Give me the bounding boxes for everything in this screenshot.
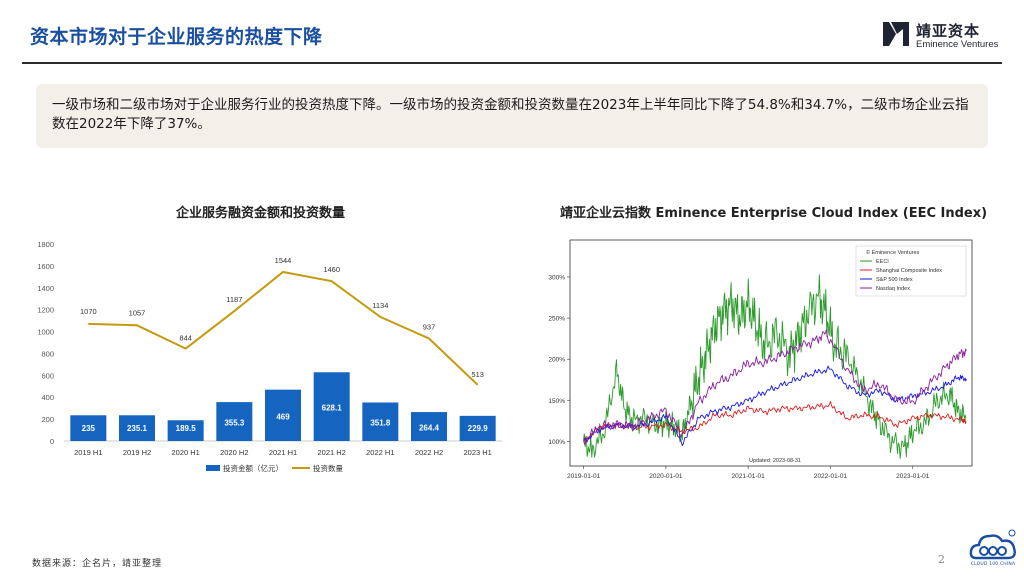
data-source-note: 数据来源：企名片，靖亚整理 [32, 559, 163, 569]
funding-bar-line-chart: 0 200 400 600 800 1000 1200 1400 1600 1800 235 2019… [37, 240, 502, 473]
line-value-label: 844 [179, 334, 192, 343]
bar [410, 412, 448, 441]
bar [216, 402, 253, 441]
bar-value-label: 229.9 [468, 424, 489, 433]
bar-value-label: 355.3 [224, 419, 245, 428]
bar [459, 415, 496, 441]
brand-logo: 靖亚资本 Eminence Ventures [882, 20, 1017, 54]
x-tick-label: 2021-01-01 [732, 473, 766, 480]
logo-en-text: Eminence Ventures [916, 39, 999, 50]
left-chart-title: 企业服务融资金额和投资数量 [176, 206, 346, 221]
bar-value-label: 469 [276, 412, 290, 421]
legend-bar-label: 投资金额（亿元） [223, 463, 283, 473]
copyright-note: © Eminence Ventures [866, 249, 920, 256]
y-tick-label: 1000 [37, 328, 54, 337]
line-value-label: 1460 [323, 265, 340, 274]
x-tick-label: 2023-01-01 [896, 473, 930, 480]
bar [167, 420, 204, 441]
x-tick-label: 2022-01-01 [814, 473, 848, 480]
bar-value-label: 351.8 [370, 419, 391, 428]
ev-logo-icon [883, 22, 909, 46]
cloud-icon [969, 529, 1016, 560]
y-tick-label: 300% [548, 274, 565, 281]
y-tick-label: 100% [548, 439, 565, 446]
bar-value-label: 264.4 [419, 424, 440, 433]
x-tick-label: 2019 H2 [123, 448, 151, 457]
x-tick-label: 2022 H2 [415, 448, 443, 457]
eec-index-line-chart: 100% 150% 200% 250% 300% 2019-01-01 2020-01-01… [548, 239, 973, 480]
y-tick-label: 1400 [37, 284, 54, 293]
bar [362, 402, 399, 441]
line-value-label: 1134 [372, 301, 388, 310]
x-tick-label: 2020-01-01 [649, 473, 683, 480]
legend-label: Shanghai Composite Index [876, 268, 942, 274]
updated-note: Updated: 2023-08-31 [749, 458, 801, 464]
y-tick-label: 1600 [37, 262, 54, 271]
x-tick-label: 2019-01-01 [567, 473, 601, 480]
logo-cn-text: 靖亚资本 [916, 22, 981, 40]
y-tick-label: 200% [548, 357, 565, 364]
y-tick-label: 600 [41, 371, 54, 380]
x-tick-label: 2023 H1 [463, 448, 491, 457]
legend-label: EECI [876, 259, 889, 265]
right-chart-title: 靖亚企业云指数 Eminence Enterprise Cloud Index … [560, 206, 988, 221]
count-line [88, 270, 479, 386]
bar [264, 389, 302, 441]
y-tick-label: 150% [548, 398, 565, 405]
series-line [583, 365, 967, 447]
line-value-label: 1070 [80, 307, 97, 316]
cloud100-badge: CLOUD 100 CHINA [968, 528, 1018, 572]
bar [313, 372, 350, 441]
line-value-label: 1057 [129, 308, 146, 317]
legend-label: S&P 500 Index [876, 277, 913, 283]
legend-label: Nasdaq Index [876, 286, 910, 292]
y-tick-label: 200 [41, 415, 54, 424]
bar-value-label: 235.1 [127, 424, 148, 433]
line-value-label: 1187 [226, 295, 242, 304]
series-line [583, 401, 967, 442]
y-tick-label: 250% [548, 316, 565, 323]
x-tick-label: 2022 H1 [366, 448, 394, 457]
y-tick-label: 800 [41, 349, 54, 358]
legend-line-label: 投资数量 [313, 463, 343, 473]
x-tick-label: 2019 H1 [74, 448, 102, 457]
bar-value-label: 235 [82, 424, 96, 433]
y-tick-label: 0 [50, 437, 54, 446]
bar-value-label: 189.5 [176, 424, 197, 433]
bar [118, 415, 156, 441]
x-tick-label: 2021 H1 [269, 448, 297, 457]
line-value-label: 513 [471, 370, 484, 379]
y-tick-label: 1800 [37, 240, 54, 249]
bar [70, 415, 107, 441]
badge-text: CLOUD 100 CHINA [970, 562, 1016, 567]
line-value-label: 1544 [275, 256, 292, 265]
page-number: 2 [938, 553, 945, 566]
x-tick-label: 2020 H2 [220, 448, 248, 457]
series-line [583, 329, 967, 446]
header-divider [22, 62, 1002, 64]
legend-bar-swatch [206, 465, 220, 471]
y-tick-label: 1200 [37, 306, 54, 315]
legend-box [855, 245, 967, 297]
x-tick-label: 2021 H2 [317, 448, 345, 457]
y-tick-label: 400 [41, 393, 54, 402]
x-tick-label: 2020 H1 [171, 448, 199, 457]
bar-value-label: 628.1 [322, 404, 343, 413]
summary-text: 一级市场和二级市场对于企业服务行业的投资热度下降。一级市场的投资金额和投资数量在… [52, 97, 969, 132]
line-value-label: 937 [423, 322, 436, 331]
summary-box: 一级市场和二级市场对于企业服务行业的投资热度下降。一级市场的投资金额和投资数量在… [36, 84, 988, 148]
page-title: 资本市场对于企业服务的热度下降 [30, 26, 323, 48]
